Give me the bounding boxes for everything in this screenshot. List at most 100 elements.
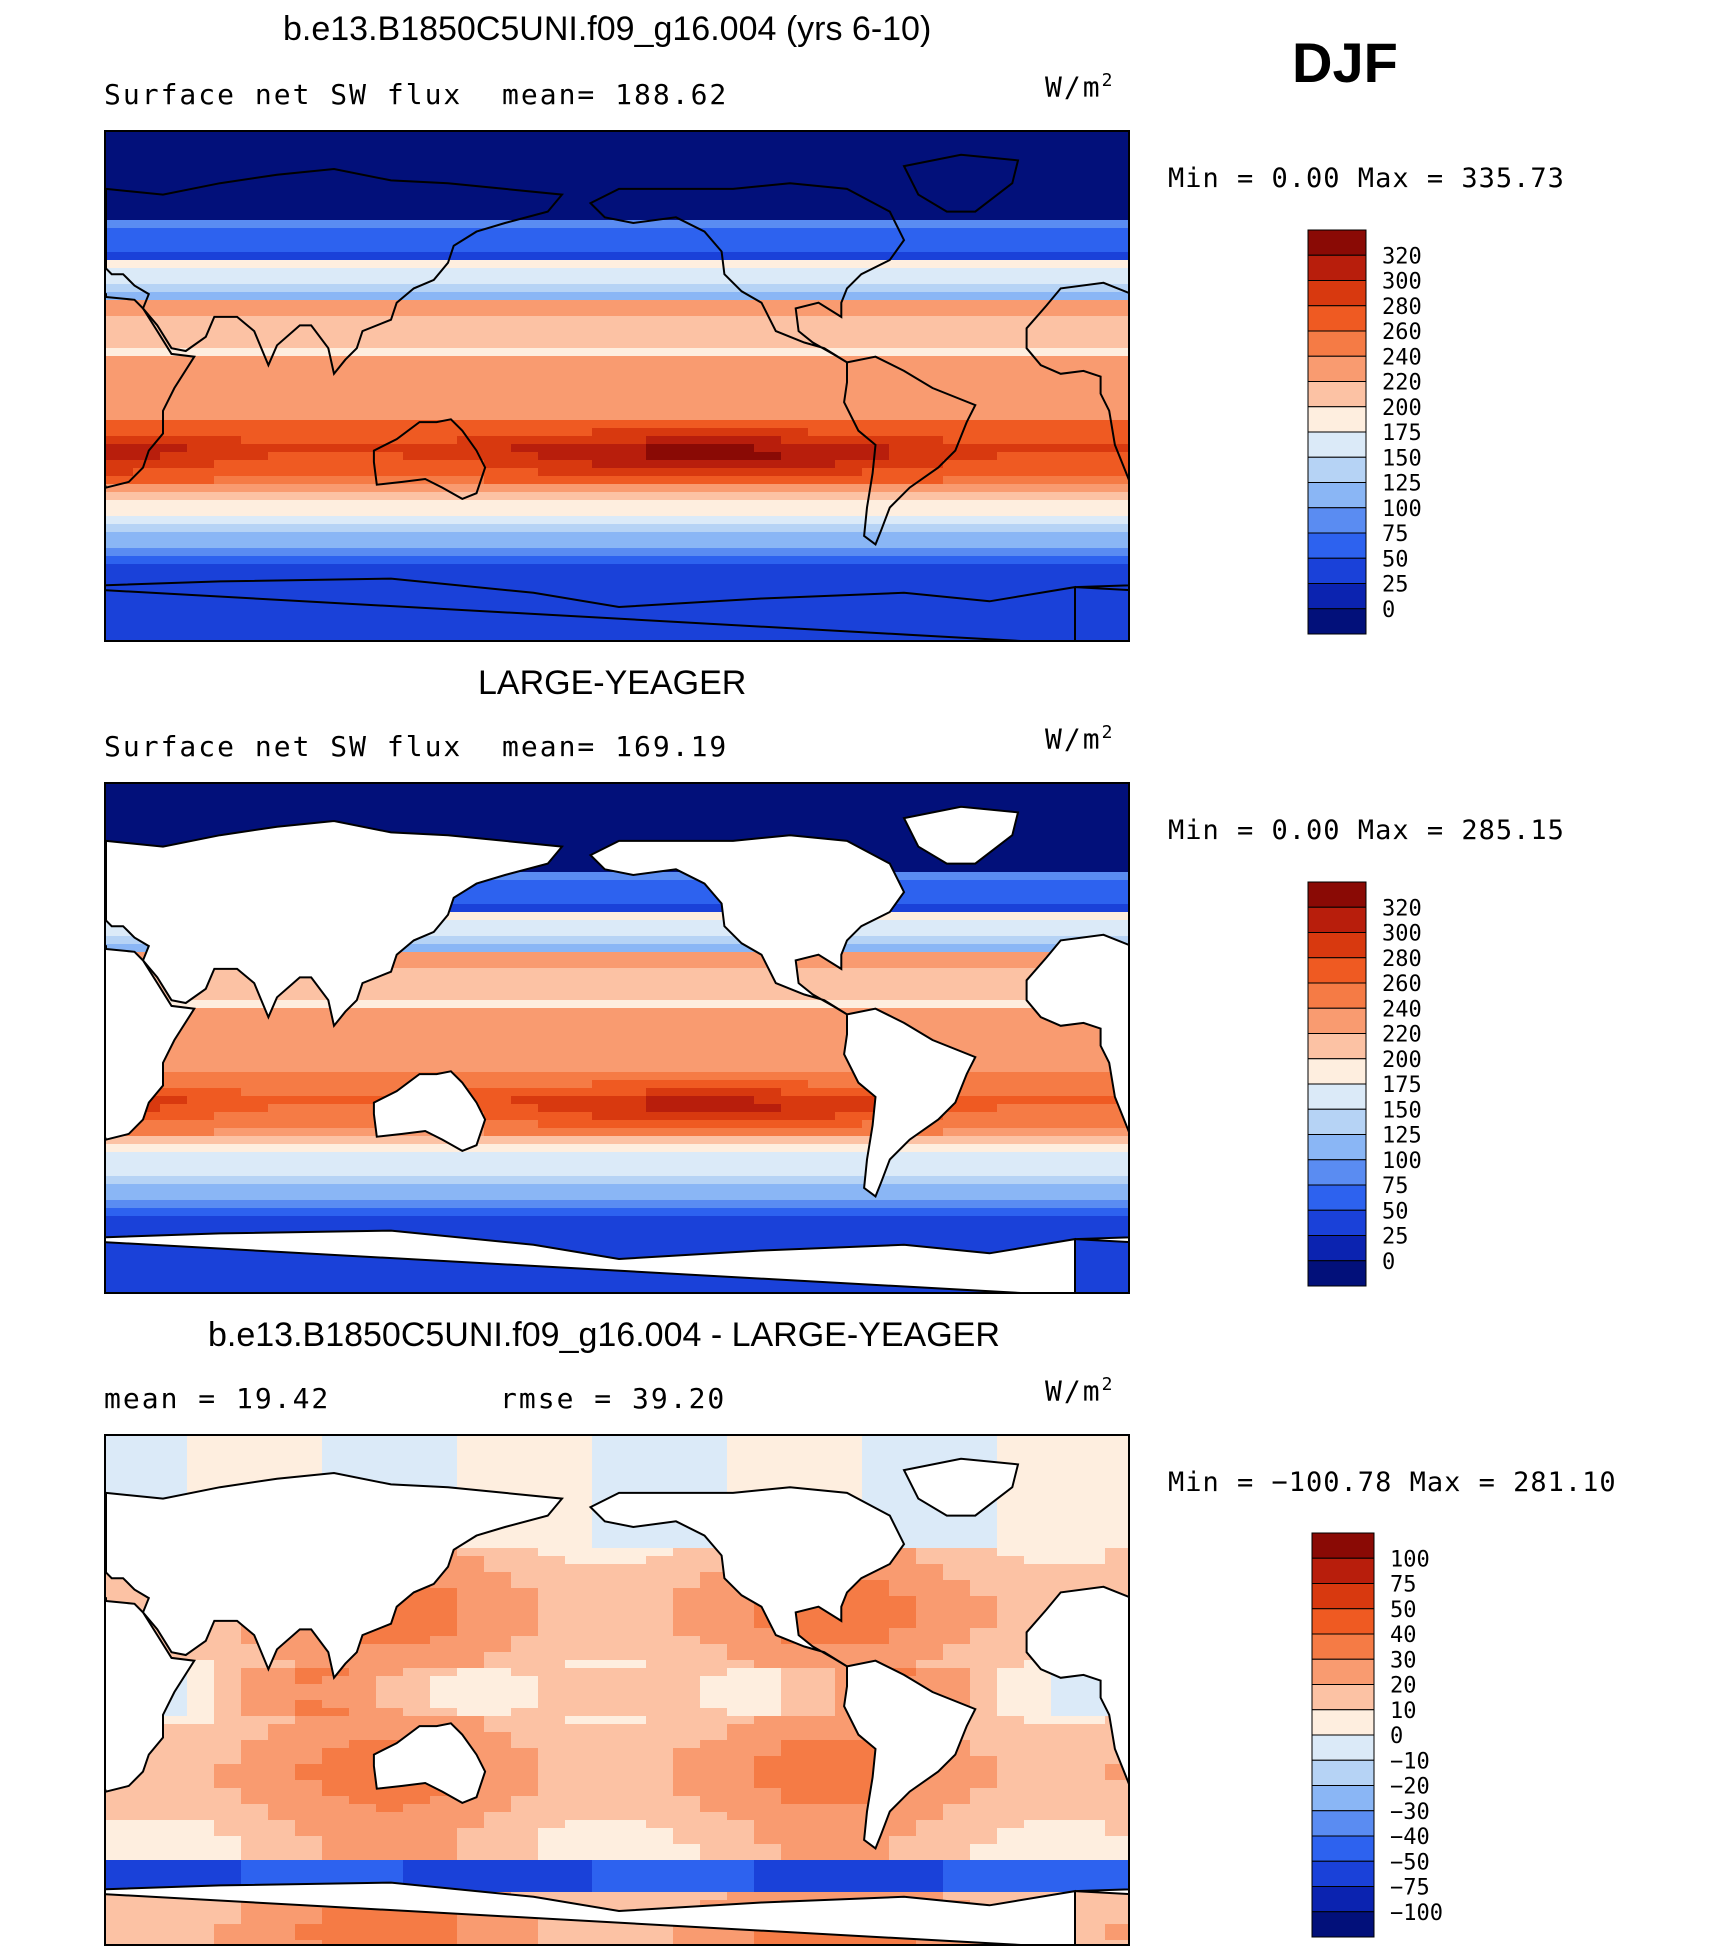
field-cell [565, 1112, 593, 1121]
field-cell [727, 444, 755, 453]
field-cell [808, 1048, 836, 1057]
field-cell [268, 404, 296, 413]
field-cell [781, 1096, 809, 1105]
field-cell [268, 140, 296, 149]
field-cell [565, 808, 593, 817]
field-cell [160, 340, 188, 349]
field-cell [214, 484, 242, 493]
field-cell [565, 468, 593, 477]
field-cell [295, 784, 323, 793]
field-cell [1024, 840, 1052, 849]
field-cell [700, 228, 728, 237]
field-cell [241, 1104, 269, 1113]
field-cell [1024, 476, 1052, 485]
field-cell [241, 228, 269, 237]
field-cell [808, 540, 836, 549]
field-cell [889, 1152, 917, 1161]
field-cell [187, 372, 215, 381]
field-cell [835, 284, 863, 293]
panel3-mean: mean = 19.42 [104, 1382, 331, 1415]
field-cell [160, 132, 188, 141]
field-cell [1051, 556, 1079, 565]
field-cell [592, 1152, 620, 1161]
field-cell [835, 1144, 863, 1153]
field-cell [889, 188, 917, 197]
field-cell [241, 1120, 269, 1129]
field-cell [484, 236, 512, 245]
field-cell [808, 604, 836, 613]
field-cell [1024, 332, 1052, 341]
field-cell [1078, 324, 1106, 333]
field-cell [700, 324, 728, 333]
field-cell [214, 1048, 242, 1057]
field-cell [700, 252, 728, 261]
field-cell [187, 808, 215, 817]
field-cell [268, 1176, 296, 1185]
field-cell [970, 340, 998, 349]
field-cell [538, 1024, 566, 1033]
field-cell [160, 228, 188, 237]
field-cell [943, 588, 971, 597]
field-cell [538, 1280, 566, 1289]
colorbar-level-label: 300 [1382, 922, 1422, 947]
field-cell [916, 1152, 944, 1161]
field-cell [1078, 920, 1106, 929]
colorbar-level-label: 100 [1382, 1149, 1422, 1174]
field-cell [727, 1096, 755, 1105]
field-cell [1078, 196, 1106, 205]
field-cell [835, 1216, 863, 1225]
field-cell [430, 220, 458, 229]
field-cell [646, 620, 674, 629]
field-cell [484, 188, 512, 197]
field-cell [457, 952, 485, 961]
field-cell [376, 808, 404, 817]
field-cell [727, 500, 755, 509]
field-cell [673, 172, 701, 181]
field-cell [1105, 920, 1128, 929]
field-cell [592, 1000, 620, 1009]
field-cell [997, 1216, 1025, 1225]
field-cell [457, 444, 485, 453]
field-cell [997, 1120, 1025, 1129]
field-cell [592, 348, 620, 357]
field-cell [403, 524, 431, 533]
field-cell [484, 364, 512, 373]
field-cell [970, 888, 998, 897]
field-cell [538, 404, 566, 413]
field-cell [295, 628, 323, 637]
field-cell [997, 1056, 1025, 1065]
field-cell [997, 1000, 1025, 1009]
field-cell [106, 572, 134, 581]
field-cell [214, 188, 242, 197]
field-cell [322, 156, 350, 165]
field-cell [160, 300, 188, 309]
field-cell [592, 244, 620, 253]
field-cell [133, 492, 161, 501]
field-cell [1078, 532, 1106, 541]
field-cell [214, 324, 242, 333]
field-cell [646, 1208, 674, 1217]
field-cell [1078, 316, 1106, 325]
field-cell [241, 1064, 269, 1073]
field-cell [268, 484, 296, 493]
field-cell [538, 976, 566, 985]
field-cell [970, 204, 998, 213]
field-cell [592, 324, 620, 333]
field-cell [295, 276, 323, 285]
field-cell [187, 1288, 215, 1292]
field-cell [1105, 784, 1128, 793]
field-cell [538, 1032, 566, 1041]
field-cell [511, 604, 539, 613]
field-cell [727, 572, 755, 581]
field-cell [349, 1224, 377, 1233]
field-cell [538, 904, 566, 913]
field-cell [889, 284, 917, 293]
field-cell [160, 1056, 188, 1065]
field-cell [754, 1200, 782, 1209]
field-cell [727, 588, 755, 597]
field-cell [349, 428, 377, 437]
field-cell [673, 896, 701, 905]
field-cell [781, 1224, 809, 1233]
panel1-units-exp: 2 [1101, 70, 1115, 91]
field-cell [700, 188, 728, 197]
